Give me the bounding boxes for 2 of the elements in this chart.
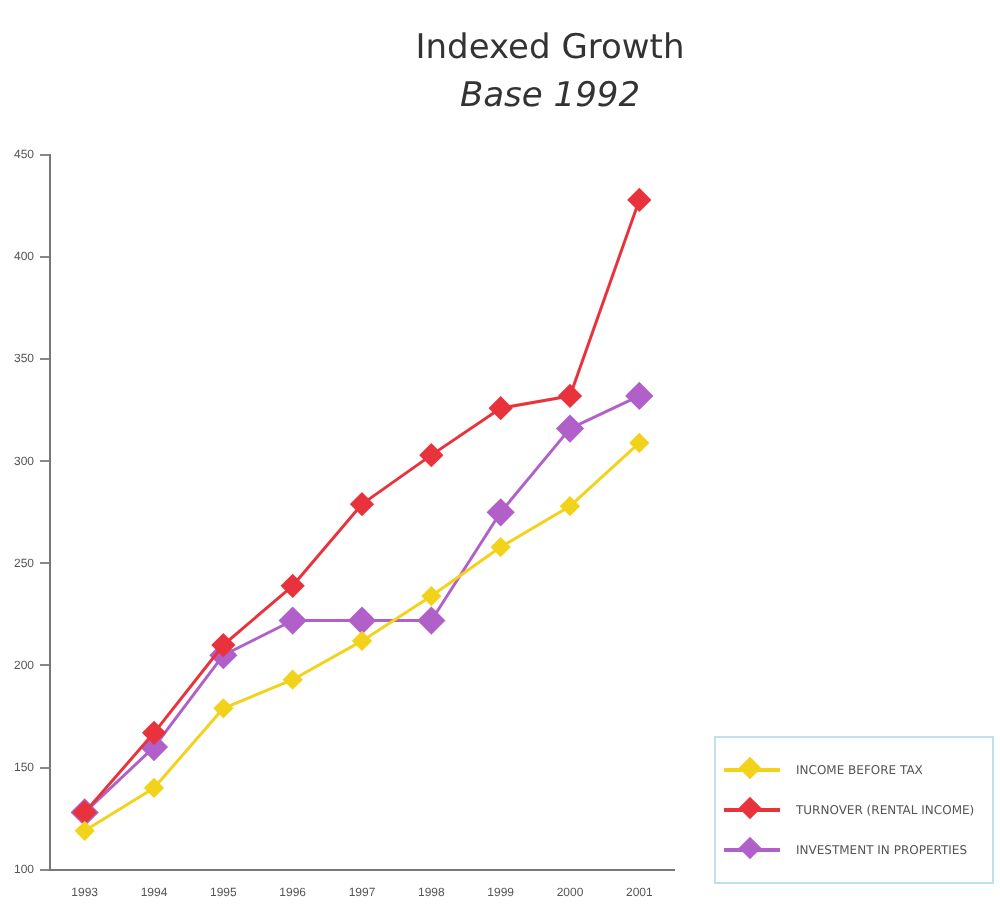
- chart-subtitle: Base 1992: [457, 76, 643, 116]
- chart-title: Indexed Growth: [413, 28, 687, 68]
